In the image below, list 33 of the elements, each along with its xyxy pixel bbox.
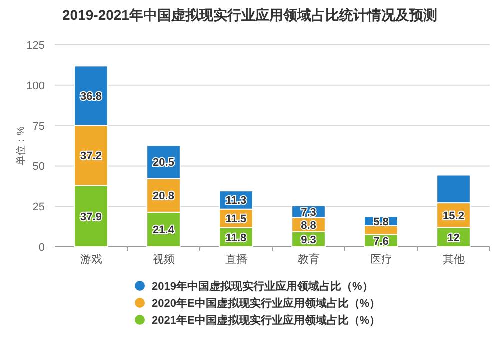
- y-axis-title: 单位：%: [15, 126, 27, 166]
- y-tick-label: 0: [38, 242, 45, 254]
- data-label: 37.2: [80, 150, 102, 163]
- data-label: 20.8: [153, 190, 174, 203]
- legend-label: 2021年E中国虚拟现实行业应用领域占比（%）: [152, 314, 381, 327]
- y-tick-label: 125: [26, 40, 45, 52]
- x-tick-label: 教育: [298, 253, 320, 266]
- legend-label: 2020年E中国虚拟现实行业应用领域占比（%）: [152, 297, 381, 310]
- legend-label: 2019年中国虚拟现实行业应用领域占比（%）: [152, 280, 374, 293]
- data-label: 21.4: [153, 224, 176, 237]
- data-label: 9.3: [301, 234, 316, 246]
- x-tick-label: 其他: [442, 253, 465, 266]
- y-tick-label: 75: [32, 120, 45, 133]
- x-tick-label: 直播: [225, 253, 248, 266]
- data-label: 12: [448, 232, 460, 244]
- data-label: 20.5: [153, 157, 174, 170]
- x-tick-label: 医疗: [370, 253, 392, 266]
- x-tick-label: 游戏: [80, 253, 102, 266]
- data-label: 5.8: [374, 216, 389, 228]
- data-label: 36.8: [80, 90, 102, 103]
- data-label: 8.8: [301, 220, 316, 232]
- data-label: 37.9: [80, 211, 102, 224]
- chart-title: 2019-2021年中国虚拟现实行业应用领域占比统计情况及预测: [62, 7, 438, 23]
- y-tick-label: 25: [32, 202, 45, 214]
- data-label: 11.8: [226, 232, 247, 244]
- data-label: 7.6: [374, 236, 389, 248]
- y-tick-label: 100: [26, 80, 45, 92]
- data-label: 11.5: [226, 214, 247, 226]
- data-label: 11.3: [226, 195, 247, 208]
- data-label: 15.2: [443, 210, 464, 222]
- y-tick-label: 50: [32, 161, 45, 174]
- x-tick-label: 视频: [152, 253, 175, 266]
- data-label: 7.3: [301, 206, 316, 219]
